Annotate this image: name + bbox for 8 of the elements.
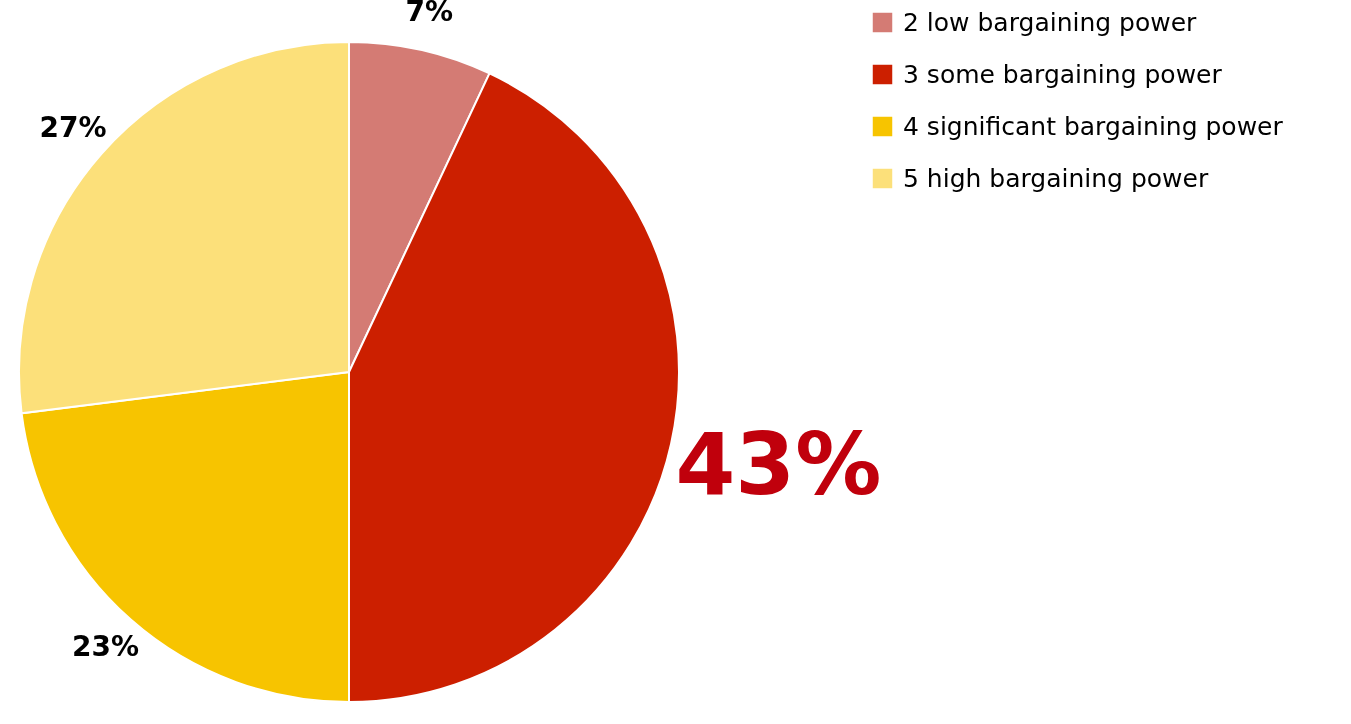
legend-label: 4 significant bargaining power xyxy=(903,111,1284,141)
data-label: 7% xyxy=(405,0,454,28)
data-label: 23% xyxy=(72,630,140,664)
legend-label: 2 low bargaining power xyxy=(903,7,1198,37)
legend-label: 5 high bargaining power xyxy=(903,163,1209,193)
data-label: 43% xyxy=(675,413,882,514)
legend-label: 3 some bargaining power xyxy=(903,59,1223,89)
data-label: 27% xyxy=(39,110,107,144)
